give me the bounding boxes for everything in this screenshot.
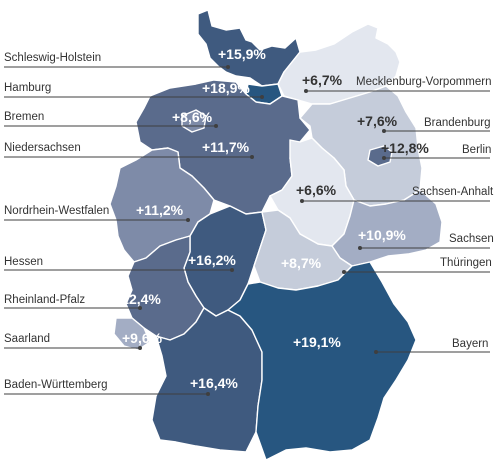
label-name-hb: Bremen — [4, 111, 45, 123]
label-name-hh: Hamburg — [4, 82, 52, 94]
leader-dot-he — [230, 268, 234, 272]
label-name-be: Berlin — [462, 144, 492, 156]
label-name-bb: Brandenburg — [424, 117, 491, 129]
label-name-mv: Mecklenburg-Vorpommern — [356, 76, 492, 88]
label-value-hh: +18,9% — [202, 80, 250, 96]
leader-dot-bb — [382, 129, 386, 133]
label-name-bw: Baden-Württemberg — [4, 379, 108, 391]
label-name-nw: Nordrhein-Westfalen — [4, 205, 110, 217]
leader-dot-bw — [206, 392, 210, 396]
leader-dot-by — [374, 350, 378, 354]
label-value-th: +8,7% — [281, 255, 322, 271]
leader-dot-mv — [304, 89, 308, 93]
state-shape-berlin[interactable] — [367, 145, 393, 167]
leader-dot-sn — [358, 246, 362, 250]
label-value-hb: +8,6% — [172, 109, 213, 125]
label-name-sh: Schleswig-Holstein — [4, 52, 102, 64]
label-value-sh: +15,9% — [218, 46, 266, 62]
state-shape-saarland[interactable] — [113, 317, 151, 351]
leader-dot-hb — [214, 124, 218, 128]
label-value-by: +19,1% — [293, 334, 341, 350]
label-name-th: Thüringen — [440, 257, 492, 269]
label-name-rp: Rheinland-Pfalz — [4, 294, 86, 306]
label-value-nw: +11,2% — [136, 202, 184, 218]
label-value-he: +16,2% — [188, 252, 236, 268]
leader-dot-sh — [226, 65, 230, 69]
label-value-be: +12,8% — [381, 140, 429, 156]
leader-dot-st — [300, 199, 304, 203]
state-shape-bayern[interactable] — [227, 261, 417, 461]
leader-dot-hh — [260, 95, 264, 99]
state-shape-mecklenburg-vorpommern[interactable] — [277, 23, 401, 105]
label-value-sn: +10,9% — [358, 227, 406, 243]
label-name-by: Bayern — [452, 338, 489, 350]
leader-dot-sl — [138, 346, 142, 350]
label-name-ni: Niedersachsen — [4, 142, 81, 154]
leader-dot-be — [382, 156, 386, 160]
label-name-he: Hessen — [4, 256, 43, 268]
leader-dot-nw — [186, 218, 190, 222]
label-value-mv: +6,7% — [302, 72, 343, 88]
label-value-bw: +16,4% — [190, 375, 238, 391]
label-name-sn: Sachsen — [449, 233, 494, 245]
label-value-sl: +9,6% — [122, 330, 163, 346]
label-value-ni: +11,7% — [202, 139, 250, 155]
leader-dot-ni — [250, 155, 254, 159]
label-value-bb: +7,6% — [357, 113, 398, 129]
label-name-sl: Saarland — [4, 333, 51, 345]
leader-dot-rp — [138, 306, 142, 310]
label-name-st: Sachsen-Anhalt — [412, 186, 494, 198]
label-value-rp: +12,4% — [113, 291, 161, 307]
leader-dot-th — [342, 270, 346, 274]
label-value-st: +6,6% — [296, 182, 337, 198]
